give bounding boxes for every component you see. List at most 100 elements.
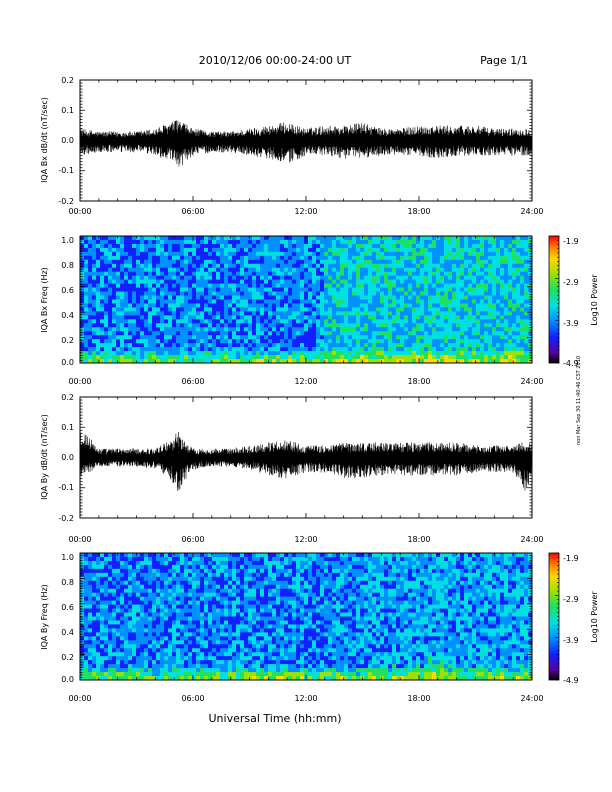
spectrogram-cell: [492, 311, 497, 316]
spectrogram-cell: [88, 580, 93, 586]
spectrogram-cell: [228, 343, 233, 348]
spectrogram-cell: [436, 271, 441, 276]
spectrogram-cell: [292, 255, 297, 261]
spectrogram-cell: [244, 556, 249, 562]
spectrogram-cell: [296, 295, 301, 300]
spectrogram-cell: [308, 239, 313, 245]
spectrogram-cell: [512, 576, 517, 582]
colorbar-tick-label: -4.9: [563, 359, 579, 368]
spectrogram-cell: [280, 319, 285, 324]
spectrogram-cell: [480, 327, 485, 332]
spectrogram-cell: [484, 283, 489, 288]
spectrogram-cell: [140, 287, 145, 292]
spectrogram-cell: [512, 255, 517, 261]
spectrogram-cell: [212, 255, 217, 261]
spectrogram-cell: [328, 564, 333, 570]
spectrogram-cell: [328, 319, 333, 324]
spectrogram-cell: [520, 327, 525, 332]
spectrogram-cell: [228, 251, 233, 257]
spectrogram-cell: [276, 335, 281, 340]
spectrogram-cell: [136, 295, 141, 300]
spectrogram-cell: [272, 279, 277, 284]
spectrogram-cell: [336, 263, 341, 269]
spectrogram-cell: [348, 247, 353, 253]
spectrogram-cell: [228, 560, 233, 566]
spectrogram-cell: [192, 347, 197, 352]
spectrogram-cell: [300, 339, 305, 344]
spectrogram-cell: [228, 275, 233, 280]
spectrogram-cell: [448, 255, 453, 261]
spectrogram-cell: [176, 319, 181, 324]
spectrogram-cell: [468, 319, 473, 324]
spectrogram-cell: [500, 299, 505, 304]
spectrogram-cell: [92, 271, 97, 276]
spectrogram-cell: [296, 323, 301, 328]
spectrogram-cell: [404, 343, 409, 348]
spectrogram-cell: [320, 568, 325, 574]
spectrogram-cell: [96, 568, 101, 574]
spectrogram-cell: [520, 576, 525, 582]
colorbar-tick-label: -3.9: [563, 319, 579, 328]
spectrogram-cell: [384, 359, 389, 364]
spectrogram-cell: [304, 295, 309, 300]
spectrogram-cell: [192, 327, 197, 332]
spectrogram-cell: [148, 283, 153, 288]
spectrogram-cell: [92, 279, 97, 284]
spectrogram-cell: [336, 243, 341, 249]
spectrogram-cell: [368, 299, 373, 304]
spectrogram-cell: [144, 568, 149, 574]
spectrogram-cell: [148, 564, 153, 570]
spectrogram-cell: [112, 568, 117, 574]
spectrogram-cell: [148, 576, 153, 582]
spectrogram-cell: [136, 339, 141, 344]
spectrogram-cell: [164, 315, 169, 320]
spectrogram-cell: [472, 251, 477, 257]
spectrogram-cell: [448, 243, 453, 249]
spectrogram-cell: [248, 247, 253, 253]
spectrogram-cell: [388, 343, 393, 348]
spectrogram-cell: [156, 299, 161, 304]
spectrogram-cell: [92, 339, 97, 344]
spectrogram-cell: [376, 359, 381, 364]
spectrogram-cell: [308, 259, 313, 265]
spectrogram-cell: [364, 556, 369, 562]
spectrogram-cell: [488, 271, 493, 276]
spectrogram-cell: [504, 299, 509, 304]
spectrogram-cell: [452, 251, 457, 257]
spectrogram-cell: [156, 311, 161, 316]
spectrogram-cell: [472, 295, 477, 300]
spectrogram-cell: [456, 339, 461, 344]
spectrogram-cell: [500, 295, 505, 300]
spectrogram-cell: [320, 263, 325, 269]
spectrogram-cell: [204, 564, 209, 570]
spectrogram-cell: [460, 560, 465, 566]
spectrogram-cell: [184, 279, 189, 284]
spectrogram-cell: [348, 279, 353, 284]
spectrogram-cell: [140, 343, 145, 348]
spectrogram-cell: [156, 351, 161, 356]
spectrogram-cell: [356, 572, 361, 578]
spectrogram-cell: [496, 291, 501, 296]
spectrogram-cell: [440, 556, 445, 562]
spectrogram-cell: [136, 556, 141, 562]
spectrogram-cell: [240, 236, 245, 241]
spectrogram-cell: [396, 263, 401, 269]
spectrogram-cell: [152, 576, 157, 582]
spectrogram-cell: [236, 307, 241, 312]
spectrogram-cell: [200, 556, 205, 562]
spectrogram-cell: [80, 323, 85, 328]
spectrogram-cell: [108, 327, 113, 332]
spectrogram-cell: [208, 307, 213, 312]
spectrogram-cell: [508, 251, 513, 257]
spectrogram-cell: [156, 279, 161, 284]
spectrogram-cell: [140, 339, 145, 344]
spectrogram-cell: [120, 307, 125, 312]
spectrogram-cell: [388, 351, 393, 356]
spectrogram-cell: [468, 576, 473, 582]
spectrogram-cell: [392, 580, 397, 586]
spectrogram-cell: [428, 339, 433, 344]
spectrogram-cell: [256, 315, 261, 320]
spectrogram-cell: [424, 359, 429, 364]
spectrogram-cell: [124, 331, 129, 336]
spectrogram-cell: [356, 239, 361, 245]
